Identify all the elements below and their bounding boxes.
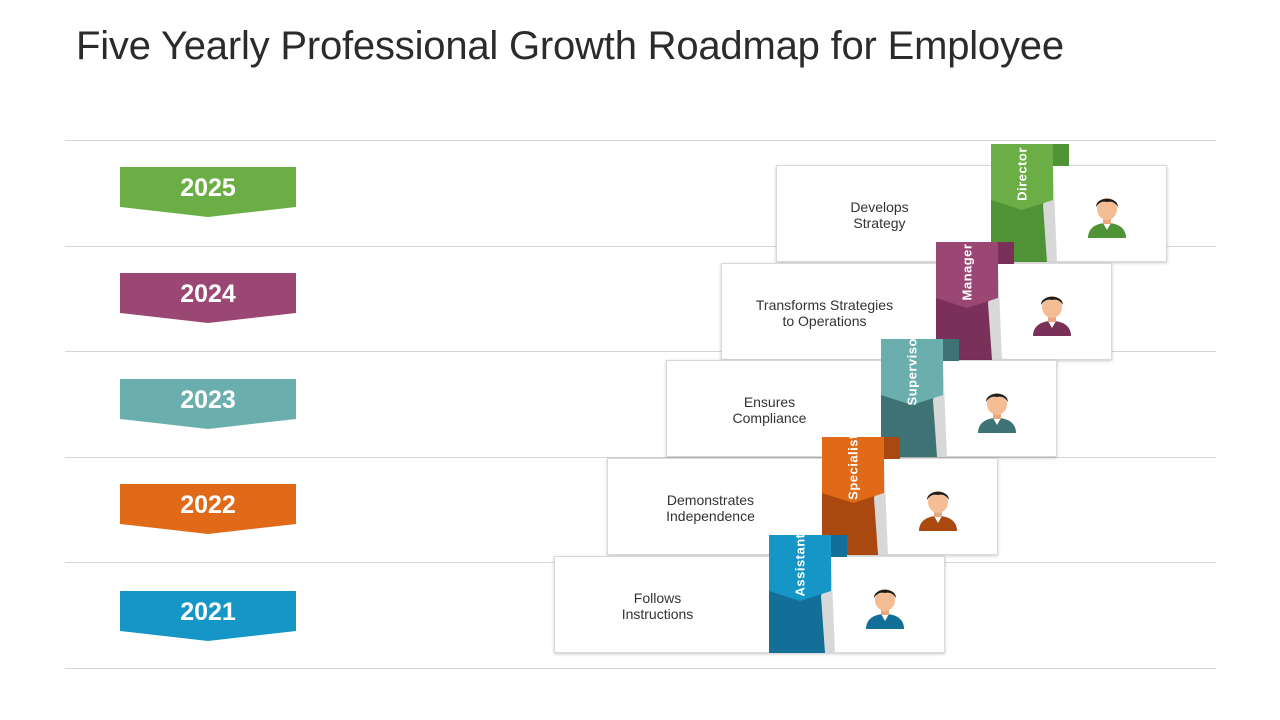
role-title: Supervisor — [904, 332, 920, 406]
role-description: Follows Instructions — [621, 589, 694, 622]
role-tab: Specialist — [822, 434, 900, 503]
person-icon — [1029, 288, 1075, 336]
year-badge: 2025 — [120, 167, 296, 217]
role-tab: Manager — [936, 242, 1014, 308]
role-description: Demonstrates Independence — [666, 491, 755, 524]
role-card: Develops Strategy Director — [776, 144, 1167, 262]
role-tab: Supervisor — [881, 333, 959, 405]
person-icon — [862, 581, 908, 629]
role-tab: Director — [991, 144, 1069, 210]
year-badge: 2021 — [120, 591, 296, 641]
year-badge: 2024 — [120, 273, 296, 323]
role-card: Transforms Strategies to Operations Mana… — [721, 242, 1112, 360]
divider-line — [65, 351, 1216, 352]
role-description: Develops Strategy — [850, 198, 909, 231]
page-title: Five Yearly Professional Growth Roadmap … — [76, 24, 1064, 68]
person-icon — [974, 385, 1020, 433]
role-description: Transforms Strategies to Operations — [755, 296, 894, 329]
divider-line — [65, 668, 1216, 669]
year-label: 2021 — [180, 598, 236, 626]
role-title: Specialist — [845, 434, 861, 500]
divider-line — [65, 457, 1216, 458]
divider-line — [65, 140, 1216, 141]
role-title: Director — [1014, 147, 1030, 201]
role-title: Manager — [959, 243, 975, 301]
year-label: 2022 — [180, 491, 236, 519]
role-description: Ensures Compliance — [732, 393, 807, 426]
year-label: 2025 — [180, 174, 236, 202]
role-title: Assistant — [792, 533, 808, 597]
person-icon — [915, 483, 961, 531]
year-label: 2023 — [180, 386, 236, 414]
role-card: Follows Instructions Assistant — [554, 533, 945, 653]
role-tab: Assistant — [769, 533, 847, 601]
year-badge: 2022 — [120, 484, 296, 534]
divider-line — [65, 246, 1216, 247]
person-icon — [1084, 190, 1130, 238]
year-badge: 2023 — [120, 379, 296, 429]
year-label: 2024 — [180, 280, 236, 308]
